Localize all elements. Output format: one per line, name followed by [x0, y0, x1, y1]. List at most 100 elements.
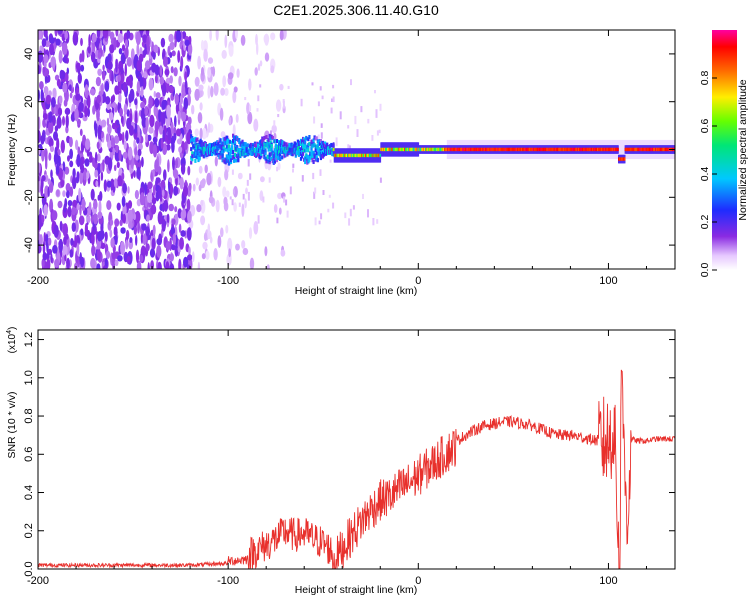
- heatmap-noise-blob: [222, 75, 227, 88]
- heatmap-noise-blob: [122, 151, 128, 159]
- heatmap-noise-blob: [66, 67, 70, 75]
- heatmap-line-cell: [479, 147, 481, 152]
- heatmap-noise-blob: [173, 67, 178, 77]
- heatmap-noise-blob: [79, 128, 83, 136]
- heatmap-noise-blob: [100, 171, 104, 182]
- heatmap-noise-blob: [217, 176, 222, 188]
- heatmap-noise-blob: [137, 220, 140, 234]
- heatmap-faint-cell: [379, 103, 382, 111]
- heatmap-band-cell: [218, 144, 221, 149]
- heatmap-line-cell: [649, 147, 652, 152]
- heatmap-noise-blob: [43, 232, 46, 242]
- heatmap-noise-blob: [117, 175, 123, 187]
- heatmap-noise-blob: [67, 155, 70, 162]
- heatmap-faint-cell: [282, 100, 285, 109]
- heatmap-noise-blob: [62, 223, 68, 237]
- heatmap-noise-blob: [158, 186, 162, 200]
- heatmap-noise-blob: [266, 264, 270, 269]
- heatmap-line-cell: [471, 147, 474, 152]
- heatmap-band-cell: [297, 142, 300, 147]
- heatmap-line-cell: [549, 147, 552, 152]
- x-tick-label: -200: [27, 275, 49, 287]
- heatmap-noise-blob: [106, 117, 110, 127]
- heatmap-faint-cell: [283, 196, 286, 203]
- colorbar-tick-label: 0.0: [699, 263, 711, 278]
- heatmap-line-cell: [617, 147, 619, 152]
- heatmap-line-cell: [533, 147, 536, 152]
- heatmap-noise-blob: [56, 189, 60, 197]
- heatmap-noise-blob: [61, 42, 68, 56]
- heatmap-faint-cell: [332, 202, 335, 209]
- snr-line-layer: [38, 369, 675, 569]
- heatmap-line-cell: [610, 147, 613, 152]
- heatmap-noise-blob: [45, 233, 49, 247]
- heatmap-noise-blob: [159, 76, 165, 86]
- heatmap-line-cell: [457, 147, 460, 152]
- heatmap-line-cell: [613, 147, 615, 152]
- heatmap-band-cell: [190, 160, 193, 165]
- heatmap-noise-blob: [97, 124, 102, 137]
- heatmap-noise-blob: [107, 124, 112, 135]
- heatmap-line-cell: [402, 147, 404, 152]
- heatmap-line-cell: [392, 147, 395, 152]
- heatmap-faint-cell: [375, 109, 378, 118]
- heatmap-noise-blob: [59, 69, 64, 80]
- colorbar-tick-label: 0.6: [699, 119, 711, 134]
- heatmap-noise-blob: [117, 33, 124, 43]
- heatmap-line-cell: [573, 147, 576, 152]
- heatmap-noise-blob: [120, 241, 126, 256]
- heatmap-noise-blob: [57, 155, 61, 167]
- heatmap-line-cell: [428, 147, 431, 152]
- heatmap-noise-blob: [58, 50, 63, 64]
- heatmap-noise-blob: [212, 66, 216, 77]
- heatmap-noise-blob: [134, 210, 141, 223]
- heatmap-noise-blob: [118, 48, 123, 55]
- heatmap-line-cell: [388, 147, 391, 152]
- heatmap-line-cell: [510, 147, 513, 152]
- y-tick-label: -40: [23, 237, 35, 253]
- heatmap-noise-blob: [47, 178, 51, 185]
- heatmap-noise-blob: [71, 222, 77, 233]
- heatmap-faint-cell: [347, 144, 350, 152]
- heatmap-noise-blob: [50, 56, 56, 68]
- heatmap-noise-blob: [204, 164, 208, 174]
- heatmap-noise-blob: [172, 233, 176, 246]
- heatmap-noise-blob: [100, 131, 104, 139]
- snr-series-line: [38, 369, 675, 569]
- heatmap-noise-blob: [122, 213, 126, 224]
- heatmap-line-cell: [512, 147, 515, 152]
- heatmap-band-cell: [233, 135, 236, 140]
- heatmap-noise-blob: [247, 111, 253, 125]
- heatmap-faint-cell: [356, 129, 359, 137]
- heatmap-faint-cell: [352, 205, 355, 210]
- heatmap-noise-blob: [162, 48, 166, 59]
- heatmap-noise-blob: [107, 30, 111, 37]
- heatmap-line-cell: [355, 153, 358, 158]
- heatmap-noise-blob: [207, 57, 214, 64]
- heatmap-line-cell: [592, 147, 595, 152]
- heatmap-noise-blob: [254, 67, 258, 76]
- heatmap-band-cell: [326, 142, 329, 147]
- heatmap-noise-blob: [60, 139, 65, 154]
- heatmap-line-cell: [531, 147, 534, 152]
- heatmap-noise-blob: [54, 74, 60, 81]
- heatmap-noise-blob: [264, 52, 270, 62]
- heatmap-line-cell: [344, 153, 346, 158]
- heatmap-noise-blob: [89, 154, 93, 163]
- heatmap-noise-blob: [104, 231, 108, 242]
- heatmap-noise-blob: [87, 94, 91, 109]
- heatmap-band-cell: [198, 151, 201, 156]
- heatmap-noise-blob: [79, 252, 82, 264]
- heatmap-noise-blob: [125, 76, 132, 86]
- heatmap-band-cell: [308, 141, 311, 146]
- heatmap-noise-blob: [187, 165, 191, 176]
- heatmap-noise-blob: [277, 192, 283, 200]
- heatmap-faint-cell: [360, 106, 363, 113]
- heatmap-line-cell: [377, 153, 380, 158]
- heatmap-noise-blob: [227, 72, 234, 80]
- heatmap-noise-blob: [177, 50, 181, 63]
- heatmap-noise-blob: [196, 204, 202, 213]
- heatmap-line-cell: [473, 147, 476, 152]
- heatmap-band-cell: [210, 146, 213, 151]
